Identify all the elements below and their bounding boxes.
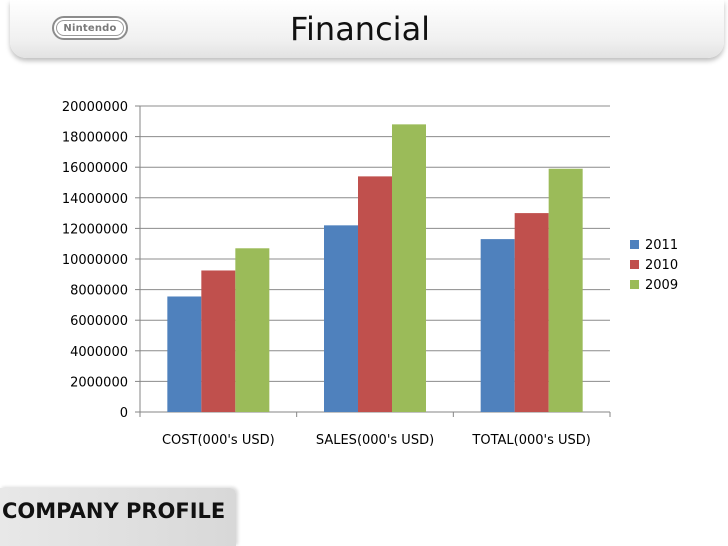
bar-2009-1 [235,248,270,412]
bar-2010-3 [514,213,549,412]
y-tick-label: 10000000 [62,253,128,268]
x-tick-label: SALES(000's USD) [316,433,434,448]
bar-2009-3 [548,168,583,412]
bar-2011-3 [480,239,515,412]
legend-label-2011: 2011 [645,238,678,253]
bar-2010-1 [201,270,236,412]
legend-label-2010: 2010 [645,258,678,273]
y-tick-label: 4000000 [70,345,128,360]
bar-2011-1 [167,296,202,412]
y-tick-label: 2000000 [70,375,128,390]
y-tick-label: 18000000 [62,131,128,146]
y-tick-label: 6000000 [70,314,128,329]
bar-2011-2 [324,225,358,412]
bar-2009-2 [392,124,426,413]
legend-swatch-2010 [630,260,639,269]
y-tick-label: 20000000 [62,100,128,115]
legend-swatch-2009 [630,280,639,289]
bar-2010-2 [358,176,392,412]
x-tick-label: COST(000's USD) [162,433,275,448]
y-tick-label: 12000000 [62,222,128,237]
footer-bar [0,488,236,546]
header-panel [10,0,724,58]
y-tick-label: 8000000 [70,284,128,299]
legend-swatch-2011 [630,240,639,249]
y-tick-label: 0 [120,406,128,421]
y-tick-label: 14000000 [62,192,128,207]
nintendo-logo: Nintendo [52,16,128,40]
company-profile-label: COMPANY PROFILE [2,499,226,523]
y-tick-label: 16000000 [62,161,128,176]
page-title: Financial [289,10,431,48]
legend-label-2009: 2009 [645,278,678,293]
logo-text: Nintendo [56,20,124,36]
x-tick-label: TOTAL(000's USD) [471,433,590,448]
